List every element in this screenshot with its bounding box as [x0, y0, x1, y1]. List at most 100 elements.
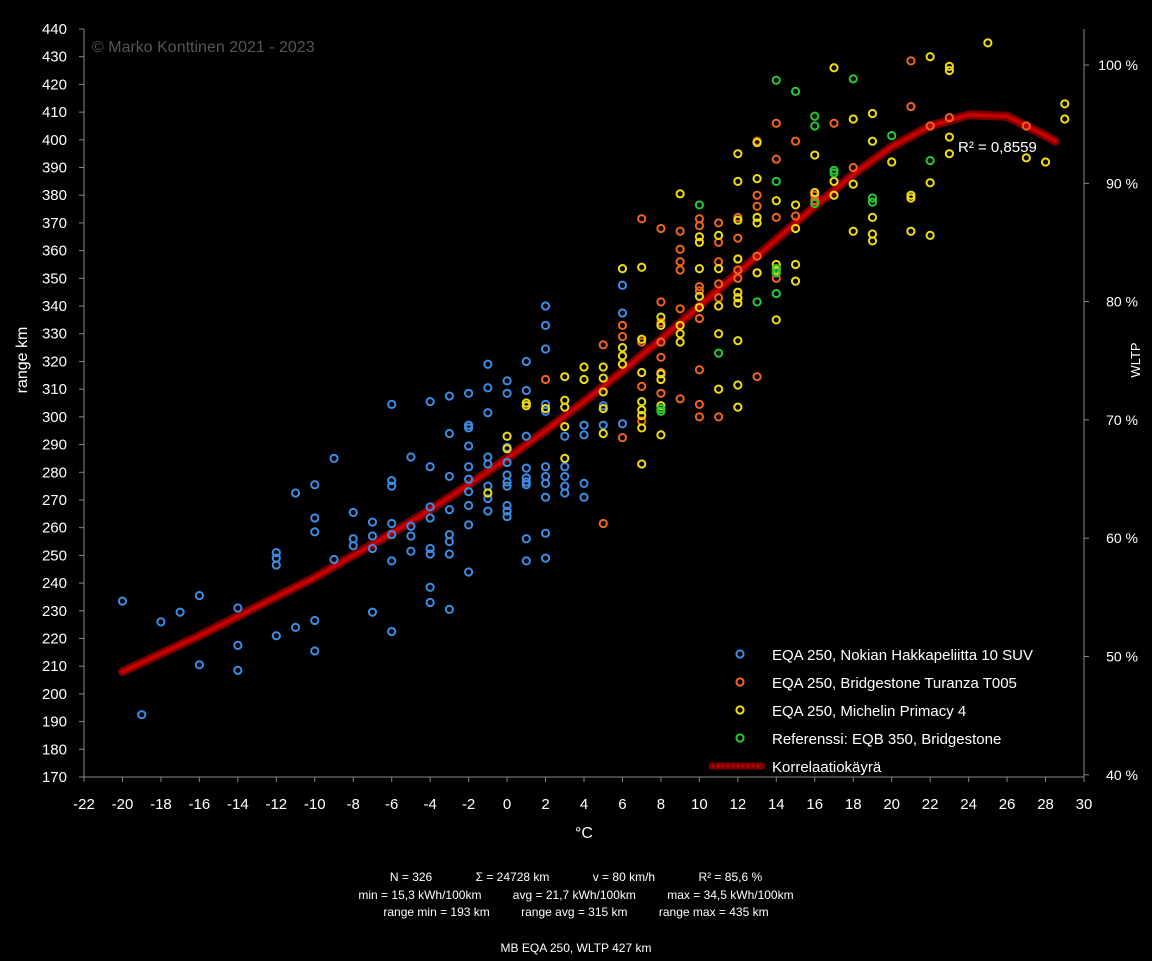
- data-point-series-2: [790, 259, 801, 270]
- data-point-series-2: [675, 329, 685, 339]
- data-point-series-0: [406, 546, 416, 556]
- data-point-series-1: [694, 282, 704, 292]
- data-point-series-2: [598, 387, 608, 397]
- data-point-series-1: [752, 190, 762, 200]
- data-point-series-2: [637, 262, 647, 272]
- data-point-series-0: [464, 520, 474, 530]
- x-tick-label: -18: [150, 796, 172, 813]
- data-point-series-0: [560, 471, 570, 482]
- x-tick-label: 6: [618, 796, 626, 813]
- x-tick-label: 14: [768, 796, 785, 813]
- data-point-series-0: [464, 423, 474, 433]
- data-point-series-0: [464, 474, 474, 484]
- data-point-series-0: [579, 478, 589, 488]
- x-tick-label: -16: [189, 796, 211, 813]
- data-point-series-2: [733, 254, 743, 264]
- data-point-series-2: [887, 157, 897, 167]
- data-point-series-0: [444, 536, 454, 547]
- data-point-series-3: [656, 406, 666, 416]
- data-point-series-2: [829, 190, 839, 200]
- y-tick-label: 400: [42, 132, 67, 149]
- data-point-series-1: [598, 340, 608, 350]
- y-tick-label: 190: [42, 714, 67, 731]
- x-tick-label: 8: [657, 796, 665, 813]
- data-point-series-2: [598, 373, 608, 383]
- data-point-series-2: [540, 403, 551, 414]
- data-point-series-1: [656, 337, 666, 347]
- data-point-series-2: [598, 428, 608, 439]
- data-point-series-0: [425, 582, 435, 592]
- data-point-series-2: [1060, 114, 1070, 124]
- data-point-series-3: [867, 193, 878, 203]
- legend-label: EQA 250, Nokian Hakkapeliitta 10 SUV: [772, 647, 1033, 664]
- data-point-series-2: [771, 196, 781, 206]
- data-point-series-2: [714, 264, 724, 274]
- data-point-series-1: [714, 293, 724, 303]
- data-point-series-1: [540, 374, 551, 385]
- y-axis-label: range km: [14, 327, 31, 394]
- data-point-series-2: [714, 329, 724, 339]
- data-point-series-1: [906, 56, 916, 66]
- data-point-series-1: [771, 118, 781, 128]
- data-point-series-3: [771, 75, 781, 85]
- x-tick-label: -14: [227, 796, 249, 813]
- data-point-series-0: [617, 419, 628, 429]
- data-point-series-0: [310, 513, 320, 523]
- x-tick-label: 12: [730, 796, 747, 813]
- data-point-series-2: [579, 374, 589, 385]
- data-point-series-1: [714, 279, 724, 289]
- y-tick-label: 390: [42, 160, 67, 177]
- data-point-series-0: [367, 517, 378, 527]
- stats-line-1: N = 326 Σ = 24728 km v = 80 km/h R² = 85…: [0, 870, 1152, 884]
- y-tick-label: 350: [42, 270, 67, 287]
- data-point-series-1: [617, 331, 628, 342]
- data-point-series-1: [598, 518, 608, 529]
- data-point-series-1: [694, 313, 704, 324]
- data-point-series-0: [502, 457, 512, 468]
- data-point-series-2: [771, 315, 781, 325]
- data-point-series-1: [617, 433, 628, 443]
- x-tick-label: 20: [883, 796, 900, 813]
- data-point-series-0: [156, 617, 166, 627]
- y-tick-label: 170: [42, 769, 67, 786]
- x-tick-label: -8: [347, 796, 360, 813]
- data-point-series-2: [637, 410, 647, 421]
- data-point-series-1: [694, 399, 704, 409]
- data-point-series-0: [406, 452, 416, 462]
- data-point-series-2: [829, 176, 839, 186]
- data-point-series-2: [733, 380, 743, 390]
- data-point-series-0: [444, 428, 454, 439]
- data-point-series-0: [175, 607, 185, 617]
- data-point-series-3: [752, 297, 762, 307]
- data-point-series-0: [502, 500, 512, 511]
- data-point-series-3: [829, 168, 839, 178]
- data-point-series-1: [944, 113, 954, 123]
- data-point-series-0: [521, 463, 531, 473]
- data-point-series-2: [944, 61, 954, 72]
- data-point-series-0: [560, 488, 570, 498]
- data-point-series-0: [502, 477, 512, 487]
- data-point-series-0: [233, 665, 243, 675]
- y-tick-label: 250: [42, 547, 67, 564]
- y-tick-label: 230: [42, 603, 67, 620]
- data-point-series-0: [348, 507, 358, 518]
- data-point-series-0: [329, 453, 339, 464]
- data-point-series-0: [540, 344, 551, 354]
- data-point-series-0: [560, 431, 570, 441]
- legend-label: EQA 250, Michelin Primacy 4: [772, 703, 966, 720]
- data-point-series-0: [483, 383, 493, 393]
- data-point-series-0: [521, 556, 531, 566]
- data-point-series-2: [1021, 153, 1031, 163]
- data-point-series-0: [540, 528, 551, 538]
- data-point-series-2: [867, 236, 878, 246]
- data-point-series-2: [656, 320, 666, 331]
- data-point-series-3: [771, 176, 781, 186]
- data-point-series-3: [790, 86, 801, 96]
- data-point-series-2: [656, 430, 666, 440]
- legend-label: Referenssi: EQB 350, Bridgestone: [772, 731, 1001, 748]
- data-point-series-2: [694, 237, 704, 247]
- data-point-series-1: [733, 233, 743, 243]
- data-point-series-0: [387, 556, 397, 566]
- data-point-series-0: [444, 391, 454, 401]
- data-point-series-1: [733, 273, 743, 283]
